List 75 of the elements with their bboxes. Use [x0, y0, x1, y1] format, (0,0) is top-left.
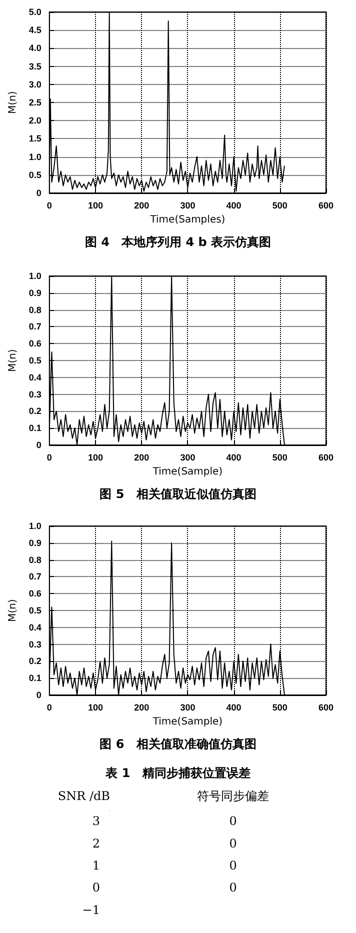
y-tick-label: 3.5 [28, 61, 42, 72]
y-tick-label: 0.2 [28, 656, 42, 666]
y-tick-label: 0.8 [28, 304, 42, 315]
y-axis-title: SNR /dB [58, 789, 110, 803]
y-tick-label: 0.4 [28, 372, 42, 382]
y-tick-label: 0.3 [28, 639, 42, 650]
y-tick-label: 0 [36, 440, 42, 450]
chart-title: 表 1 精同步捕获位置误差 [104, 766, 250, 780]
y-tick-label: 0.7 [28, 322, 42, 332]
x-tick-label: 400 [226, 702, 242, 712]
x-tick-label: 100 [88, 452, 104, 462]
y-tick-label: 2.0 [28, 116, 42, 126]
y-axis-title: M(n) [8, 91, 18, 114]
y-tick-label: 1.0 [28, 521, 42, 531]
y-tick-label: 0.1 [28, 673, 42, 684]
x-tick-label: 500 [272, 200, 288, 210]
x-tick-label: 300 [180, 702, 196, 712]
y-tick-label: 0.5 [28, 606, 42, 616]
x-tick-label: 500 [272, 452, 288, 462]
y-tick-label: 0.6 [28, 338, 42, 349]
y-tick-label: 0 [36, 188, 42, 198]
y-tick-label: 0.3 [28, 389, 42, 400]
x-tick-label: 100 [88, 702, 104, 712]
data-label: 0 [229, 836, 237, 850]
x-tick-label: 600 [318, 702, 334, 712]
y-tick-label: 0.9 [28, 288, 42, 298]
x-tick-label: 400 [226, 452, 242, 462]
y-tick-label: 1.0 [28, 271, 42, 281]
y-tick-label: 2 [92, 836, 100, 850]
y-tick-label: −1 [82, 902, 100, 917]
x-axis-title: Time(Sample) [152, 716, 223, 728]
y-tick-label: 1.0 [28, 152, 42, 162]
y-tick-label: 5.0 [28, 7, 42, 17]
x-tick-label: 600 [318, 200, 334, 210]
x-tick-label: 200 [134, 702, 150, 712]
x-tick-label: 200 [134, 200, 150, 210]
x-tick-label: 0 [46, 702, 52, 712]
data-label: 0 [229, 858, 237, 872]
y-tick-label: 0.8 [28, 554, 42, 565]
y-tick-label: 0.2 [28, 406, 42, 416]
x-tick-label: 600 [318, 452, 334, 462]
y-axis-title: M(n) [8, 349, 18, 372]
y-tick-label: 4.0 [28, 43, 42, 54]
x-axis-title: Time(Sample) [152, 466, 223, 478]
data-label: 0 [229, 880, 237, 895]
y-tick-label: 0 [92, 880, 100, 895]
x-axis-title: Time(Samples) [149, 214, 226, 226]
x-tick-label: 200 [134, 452, 150, 462]
x-tick-label: 0 [46, 200, 52, 210]
y-tick-label: 4.5 [28, 25, 42, 36]
y-tick-label: 0.6 [28, 588, 42, 599]
x-tick-label: 500 [272, 702, 288, 712]
text: 图 5 相关值取近似值仿真图 [100, 487, 256, 501]
y-tick-label: 1 [92, 858, 100, 872]
y-tick-label: 3.0 [28, 79, 42, 90]
x-tick-label: 符号同步偏差 [197, 789, 269, 803]
x-tick-label: 0 [46, 452, 52, 462]
y-tick-label: 0.5 [28, 170, 42, 180]
y-tick-label: 0.4 [28, 622, 42, 632]
y-tick-label: 3 [92, 814, 100, 828]
x-tick-label: 400 [226, 200, 242, 210]
y-axis-title: M(n) [8, 599, 18, 622]
x-tick-label: 300 [180, 200, 196, 210]
y-tick-label: 0.5 [28, 356, 42, 366]
y-tick-label: 2.5 [28, 98, 42, 108]
x-tick-label: 300 [180, 452, 196, 462]
y-tick-label: 0.1 [28, 423, 42, 434]
y-tick-label: 0 [36, 690, 42, 700]
data-label: 0 [229, 814, 237, 828]
y-tick-label: 0.7 [28, 572, 42, 582]
y-tick-label: 0.9 [28, 538, 42, 548]
x-tick-label: 100 [88, 200, 104, 210]
y-tick-label: 1.5 [28, 134, 42, 144]
text: 图 6 相关值取准确值仿真图 [100, 737, 256, 751]
text: 图 4 本地序列用 4 b 表示仿真图 [85, 235, 271, 249]
